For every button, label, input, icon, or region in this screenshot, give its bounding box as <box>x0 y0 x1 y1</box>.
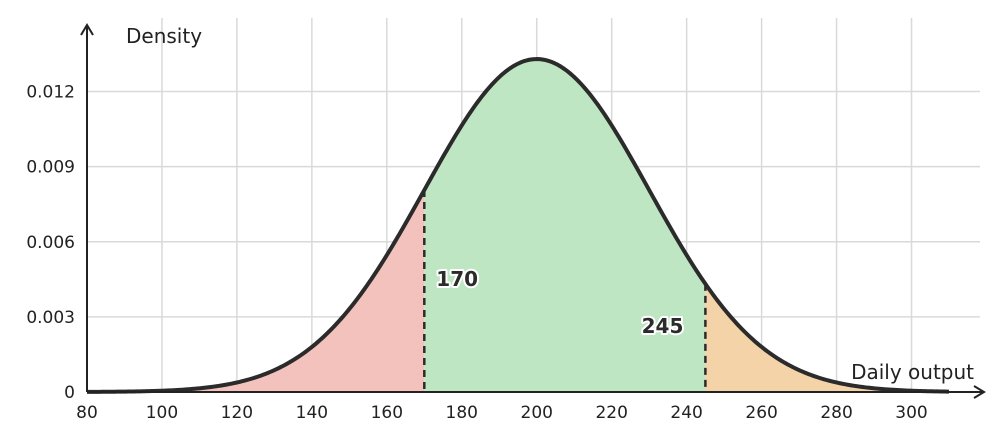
x-tick-label: 180 <box>446 403 478 423</box>
y-tick-label: 0.009 <box>26 158 75 178</box>
shaded-regions <box>87 59 949 393</box>
y-axis-arrow <box>80 23 94 36</box>
cutoff-label: 170 <box>436 267 478 291</box>
x-tick-label: 200 <box>521 403 553 423</box>
x-tick-labels: 80 100 120 140 160 180 200 220 240 260 280 300 <box>76 403 928 423</box>
x-axis-arrow <box>973 385 986 399</box>
axes <box>80 23 986 399</box>
x-axis-label: Daily output <box>851 360 974 384</box>
x-tick-label: 300 <box>895 403 927 423</box>
x-tick-label: 220 <box>595 403 627 423</box>
x-tick-label: 160 <box>371 403 403 423</box>
cutoff-label: 245 <box>642 314 684 338</box>
x-tick-label: 140 <box>296 403 328 423</box>
region-area <box>705 283 949 392</box>
cutoff-lines: 170 245 <box>423 190 707 392</box>
curve-layer <box>86 57 950 394</box>
x-tick-label: 80 <box>76 403 98 423</box>
y-axis-label: Density <box>126 24 202 48</box>
x-tick-label: 260 <box>745 403 777 423</box>
density-curve <box>86 57 950 394</box>
x-tick-label: 100 <box>146 403 178 423</box>
x-tick-label: 120 <box>221 403 253 423</box>
y-tick-label: 0 <box>64 383 75 403</box>
y-tick-labels: 0 0.003 0.006 0.009 0.012 <box>26 83 75 403</box>
y-tick-label: 0.003 <box>26 308 75 328</box>
region-area <box>87 190 425 392</box>
y-tick-label: 0.012 <box>26 83 75 103</box>
x-tick-label: 280 <box>820 403 852 423</box>
region-area <box>424 59 706 393</box>
y-tick-label: 0.006 <box>26 233 75 253</box>
x-tick-label: 240 <box>670 403 702 423</box>
